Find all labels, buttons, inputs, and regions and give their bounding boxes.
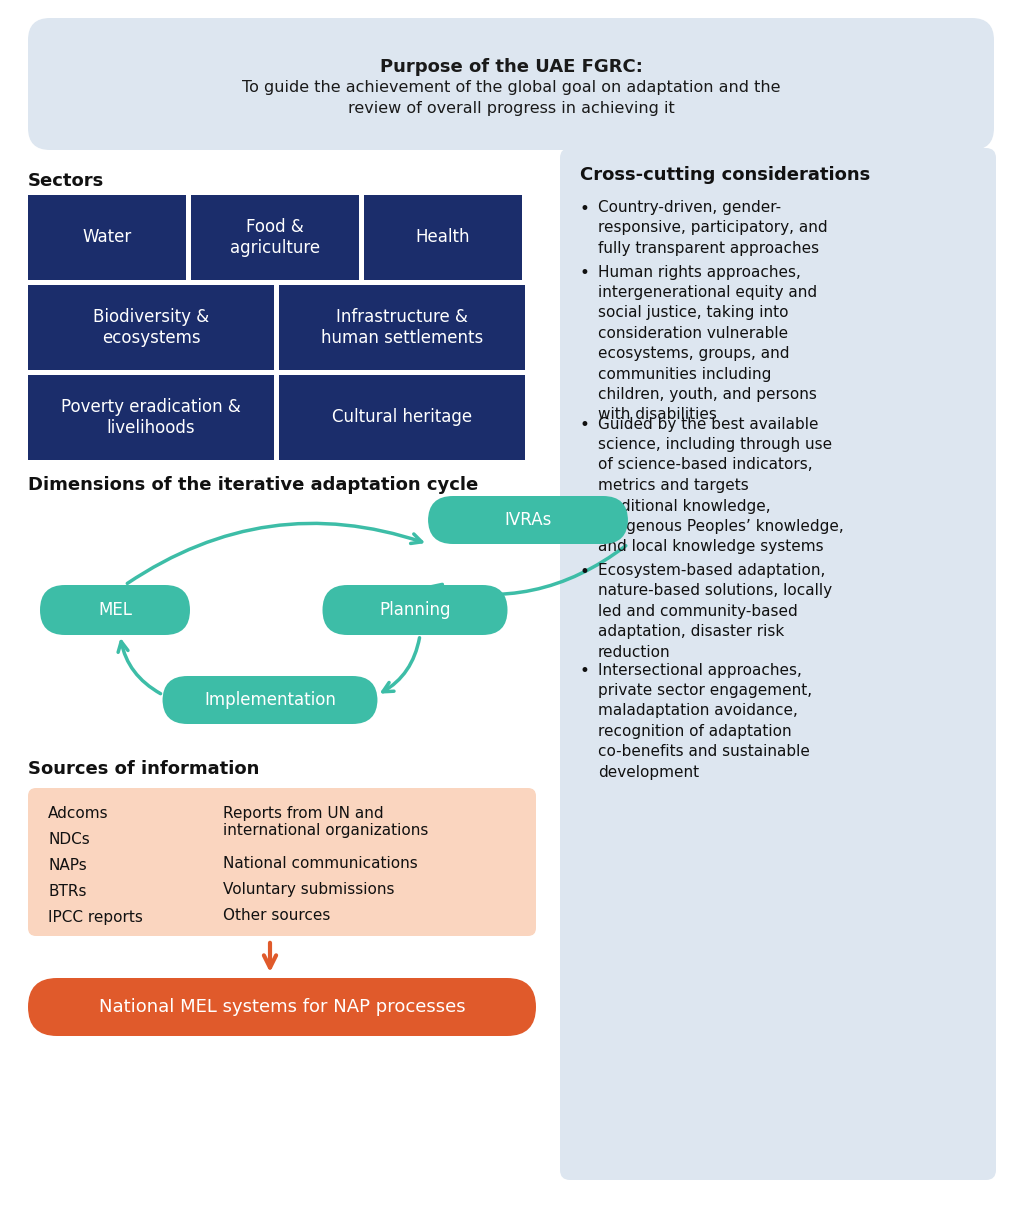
FancyBboxPatch shape xyxy=(28,788,536,936)
Text: Guided by the best available
science, including through use
of science-based ind: Guided by the best available science, in… xyxy=(598,416,833,493)
Bar xyxy=(28,285,274,370)
Bar xyxy=(28,195,186,280)
Text: BTRs: BTRs xyxy=(48,884,86,899)
FancyBboxPatch shape xyxy=(28,18,994,150)
Text: •: • xyxy=(580,663,590,681)
Text: IPCC reports: IPCC reports xyxy=(48,910,143,925)
Bar xyxy=(191,195,359,280)
Bar xyxy=(28,375,274,459)
Text: Poverty eradication &
livelihoods: Poverty eradication & livelihoods xyxy=(61,398,241,436)
Text: Other sources: Other sources xyxy=(223,908,331,922)
Text: National MEL systems for NAP processes: National MEL systems for NAP processes xyxy=(98,997,465,1016)
Text: Cross-cutting considerations: Cross-cutting considerations xyxy=(580,166,870,184)
Text: •: • xyxy=(580,563,590,582)
Text: Sources of information: Sources of information xyxy=(28,760,259,779)
Text: NAPs: NAPs xyxy=(48,858,87,873)
FancyBboxPatch shape xyxy=(28,978,536,1036)
Text: Implementation: Implementation xyxy=(204,692,336,708)
Text: IVRAs: IVRAs xyxy=(504,511,552,530)
Text: Adcoms: Adcoms xyxy=(48,806,109,821)
Bar xyxy=(279,375,525,459)
Text: •: • xyxy=(580,199,590,218)
Text: Ecosystem-based adaptation,
nature-based solutions, locally
led and community-ba: Ecosystem-based adaptation, nature-based… xyxy=(598,563,833,660)
Text: Country-driven, gender-
responsive, participatory, and
fully transparent approac: Country-driven, gender- responsive, part… xyxy=(598,199,827,256)
FancyBboxPatch shape xyxy=(560,147,996,1180)
Text: To guide the achievement of the global goal on adaptation and the
review of over: To guide the achievement of the global g… xyxy=(242,80,780,116)
Text: Water: Water xyxy=(82,229,132,247)
Text: Intersectional approaches,
private sector engagement,
maladaptation avoidance,
r: Intersectional approaches, private secto… xyxy=(598,663,812,780)
Text: •: • xyxy=(580,265,590,283)
Text: Traditional knowledge,
Indigenous Peoples’ knowledge,
and local knowledge system: Traditional knowledge, Indigenous People… xyxy=(598,498,844,554)
Text: Infrastructure &
human settlements: Infrastructure & human settlements xyxy=(321,308,483,347)
Text: Purpose of the UAE FGRC:: Purpose of the UAE FGRC: xyxy=(380,58,642,76)
Text: Health: Health xyxy=(416,229,470,247)
FancyBboxPatch shape xyxy=(163,676,378,724)
Text: Sectors: Sectors xyxy=(28,172,104,190)
Text: National communications: National communications xyxy=(223,856,418,870)
Text: Planning: Planning xyxy=(379,601,451,619)
Text: •: • xyxy=(580,416,590,434)
Text: Food &
agriculture: Food & agriculture xyxy=(230,218,321,256)
Text: Voluntary submissions: Voluntary submissions xyxy=(223,883,394,897)
Text: MEL: MEL xyxy=(98,601,132,619)
Text: •: • xyxy=(580,498,590,516)
Text: Reports from UN and
international organizations: Reports from UN and international organi… xyxy=(223,806,428,838)
Text: Human rights approaches,
intergenerational equity and
social justice, taking int: Human rights approaches, intergeneration… xyxy=(598,265,817,422)
FancyBboxPatch shape xyxy=(40,585,190,635)
Text: Cultural heritage: Cultural heritage xyxy=(332,409,472,427)
Text: Dimensions of the iterative adaptation cycle: Dimensions of the iterative adaptation c… xyxy=(28,476,478,494)
Bar xyxy=(279,285,525,370)
FancyBboxPatch shape xyxy=(323,585,508,635)
Text: Biodiversity &
ecosystems: Biodiversity & ecosystems xyxy=(93,308,209,347)
Text: NDCs: NDCs xyxy=(48,832,90,848)
FancyBboxPatch shape xyxy=(428,496,628,544)
Bar xyxy=(364,195,522,280)
